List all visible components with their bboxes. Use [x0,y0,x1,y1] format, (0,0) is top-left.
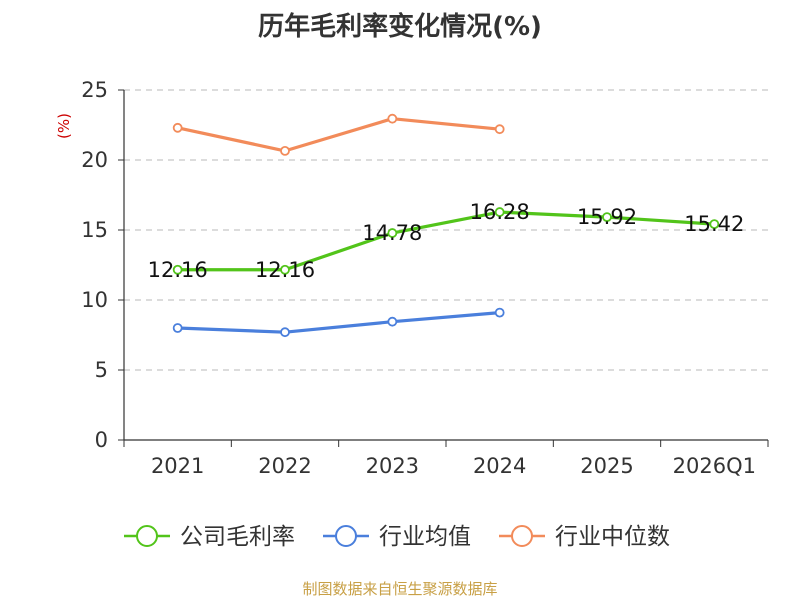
x-tick-label: 2022 [258,454,311,478]
x-tick-label: 2024 [473,454,526,478]
x-tick-label: 2026Q1 [673,454,756,478]
data-point [172,323,183,333]
data-point [709,219,720,230]
x-tick-label: 2025 [580,454,633,478]
series-line [177,210,715,272]
data-point [387,316,398,327]
data-point [602,212,612,223]
data-labels: 12.16 12.16 14.78 16.28 15.92 15.42 [148,200,745,282]
y-tick-label: 10 [81,288,108,312]
series-line [177,311,500,334]
legend-swatch-marker[interactable] [335,525,357,547]
y-tick-label: 15 [81,218,108,242]
y-axis-unit-label: (%) [55,113,73,139]
data-point [172,122,183,133]
data-label: 12.16 [255,258,315,282]
source-note: 制图数据来自恒生聚源数据库 [302,580,498,598]
data-point [494,307,505,318]
legend-swatch-marker[interactable] [511,525,533,547]
legend-label[interactable]: 行业均值 [379,524,471,550]
data-point [280,264,290,275]
data-point [494,124,505,135]
data-label: 15.92 [577,205,637,229]
series-lines [172,113,720,338]
series-line [177,117,500,153]
y-tick-label: 5 [95,358,108,382]
data-point [387,113,398,124]
legend-label[interactable]: 行业中位数 [555,524,670,550]
legend[interactable]: 公司毛利率 行业均值 行业中位数 [124,524,670,550]
data-label: 14.78 [362,221,422,245]
grid-lines [124,89,768,371]
y-tick-label: 0 [95,428,108,452]
legend-label[interactable]: 公司毛利率 [180,524,295,550]
data-label: 16.28 [470,200,530,224]
x-tick-label: 2023 [366,454,419,478]
data-point [494,207,505,217]
y-tick-label: 20 [81,148,108,172]
chart-title: 历年毛利率变化情况(%) [258,12,542,42]
data-point [172,264,183,275]
data-point [280,145,290,156]
x-tick-label: 2021 [151,454,204,478]
legend-swatch-marker[interactable] [136,525,158,547]
y-tick-label: 25 [81,78,108,102]
data-point [387,228,398,238]
data-point [280,327,290,338]
data-label: 15.42 [684,212,744,236]
data-label: 12.16 [148,258,208,282]
